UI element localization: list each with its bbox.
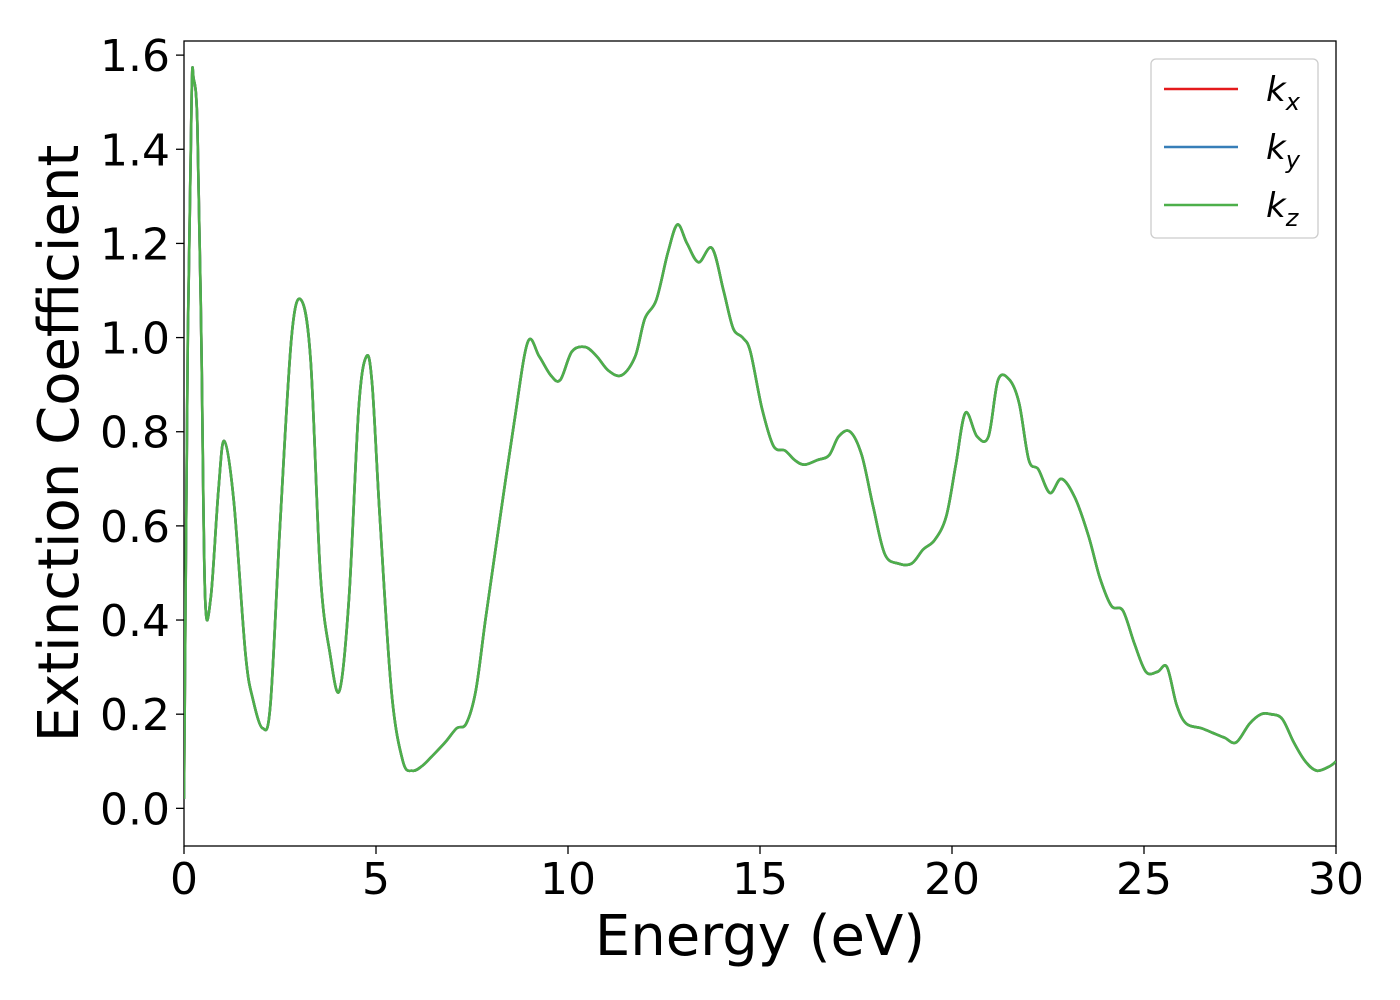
legend-label: ky — [1266, 128, 1301, 174]
y-tick-label: 1.6 — [100, 31, 170, 82]
plot-area: 0 5 10 15 20 25 30 0.0 0.2 0.4 0.6 0.8 1.0 1.2 1.4 1.6 — [100, 31, 1364, 905]
y-tick-label: 0.0 — [100, 784, 170, 835]
legend: kx ky kz — [1150, 58, 1319, 239]
y-tick-label: 0.2 — [100, 690, 170, 741]
y-axis-label: Extinction Coefficient — [27, 145, 92, 743]
x-tick-label: 10 — [540, 854, 596, 905]
x-tick-label: 0 — [170, 854, 198, 905]
x-axis-label: Energy (eV) — [595, 904, 925, 969]
y-tick-label: 0.8 — [100, 408, 170, 459]
y-tick-label: 0.6 — [100, 502, 170, 553]
y-tick-label: 0.4 — [100, 596, 170, 647]
legend-label: kz — [1266, 186, 1300, 232]
x-tick-label: 15 — [732, 854, 788, 905]
legend-box — [1150, 58, 1319, 239]
legend-label: kx — [1266, 70, 1301, 116]
y-axis-ticks: 0.0 0.2 0.4 0.6 0.8 1.0 1.2 1.4 1.6 — [100, 31, 184, 835]
series-line-kz — [184, 66, 1336, 799]
x-axis-ticks: 0 5 10 15 20 25 30 — [170, 846, 1364, 905]
series-layer — [184, 66, 1336, 799]
x-tick-label: 30 — [1308, 854, 1364, 905]
x-tick-label: 20 — [924, 854, 980, 905]
x-tick-label: 5 — [362, 854, 390, 905]
legend-items: kx ky kz — [1164, 70, 1301, 232]
y-tick-label: 1.4 — [100, 125, 170, 176]
y-tick-label: 1.0 — [100, 314, 170, 365]
y-tick-label: 1.2 — [100, 219, 170, 270]
x-tick-label: 25 — [1116, 854, 1172, 905]
